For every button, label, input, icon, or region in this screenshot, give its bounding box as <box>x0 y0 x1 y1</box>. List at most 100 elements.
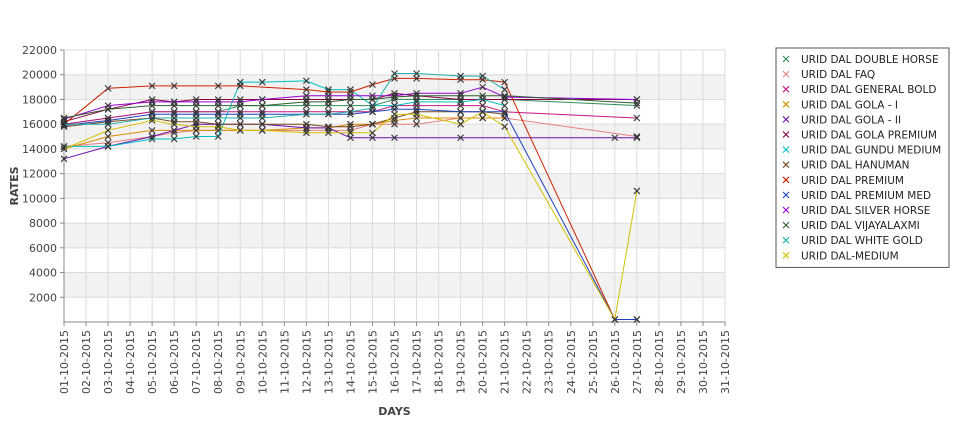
point-marker <box>347 102 354 110</box>
point-marker <box>192 123 200 131</box>
x-tick-label: 28-10-2015 <box>653 330 666 394</box>
point-marker <box>479 108 487 116</box>
point-marker <box>60 145 68 153</box>
point-marker <box>413 98 420 106</box>
point-marker <box>501 86 509 93</box>
point-marker <box>391 117 398 124</box>
point-marker <box>501 123 509 131</box>
point-marker <box>192 133 200 140</box>
point-marker <box>782 70 790 78</box>
point-marker <box>369 102 376 110</box>
point-marker <box>479 102 487 110</box>
point-marker <box>633 133 641 140</box>
point-marker <box>413 120 420 128</box>
series-12 <box>60 92 641 122</box>
x-tick-label: 25-10-2015 <box>587 330 600 394</box>
point-marker <box>369 134 376 142</box>
y-tick-label: 22000 <box>22 44 57 57</box>
y-tick-label: 2000 <box>29 291 57 304</box>
point-marker <box>258 102 266 110</box>
legend-item: URID DAL SILVER HORSE <box>782 205 930 217</box>
point-marker <box>148 102 156 110</box>
point-marker <box>148 133 156 140</box>
point-marker <box>479 83 487 91</box>
point-marker <box>782 206 790 214</box>
point-marker <box>611 134 619 142</box>
point-marker <box>369 96 376 103</box>
point-marker <box>347 129 354 137</box>
series-lines <box>60 70 641 323</box>
series-line <box>63 105 637 125</box>
point-marker <box>347 108 354 116</box>
point-marker <box>104 126 112 134</box>
point-marker <box>391 134 398 142</box>
point-marker <box>479 72 487 80</box>
point-marker <box>501 110 509 118</box>
x-tick-label: 08-10-2015 <box>212 330 225 394</box>
legend-label: URID DAL DOUBLE HORSE <box>801 54 939 66</box>
point-marker <box>782 85 790 93</box>
point-marker <box>60 143 68 150</box>
point-marker <box>457 108 464 116</box>
point-marker <box>236 102 244 110</box>
y-tick-label: 6000 <box>29 242 57 255</box>
point-marker <box>258 78 266 86</box>
x-tick-label: 02-10-2015 <box>80 330 93 394</box>
legend-item: URID DAL GENERAL BOLD <box>782 84 937 96</box>
legend-label: URID DAL WHITE GOLD <box>801 235 923 247</box>
point-marker <box>325 129 332 137</box>
y-tick-label: 16000 <box>22 118 57 131</box>
legend-label: URID DAL-MEDIUM <box>801 250 899 262</box>
point-marker <box>633 102 641 110</box>
legend-label: URID DAL PREMIUM <box>801 175 904 187</box>
legend-item: URID DAL DOUBLE HORSE <box>782 54 939 66</box>
x-tick-label: 10-10-2015 <box>256 330 269 394</box>
point-marker <box>214 133 222 140</box>
point-marker <box>413 70 420 77</box>
point-marker <box>369 104 376 112</box>
point-marker <box>413 105 420 113</box>
point-marker <box>782 221 790 229</box>
point-marker <box>391 110 398 118</box>
point-marker <box>782 191 790 199</box>
point-marker <box>369 120 376 128</box>
point-marker <box>148 135 156 143</box>
point-marker <box>457 98 464 106</box>
point-marker <box>501 92 509 100</box>
point-marker <box>302 77 310 85</box>
legend-item: URID DAL-MEDIUM <box>782 250 899 262</box>
point-marker <box>104 120 112 128</box>
point-marker <box>258 126 266 134</box>
legend-label: URID DAL PREMIUM MED <box>801 190 931 202</box>
series-line <box>63 123 637 160</box>
point-marker <box>258 120 266 128</box>
point-marker <box>369 81 376 89</box>
point-marker <box>369 129 376 137</box>
point-marker <box>104 84 112 92</box>
legend-box <box>775 47 950 268</box>
point-marker <box>782 161 790 169</box>
point-marker <box>457 114 464 122</box>
point-marker <box>170 82 178 90</box>
point-marker <box>782 55 790 63</box>
point-marker <box>501 108 509 116</box>
legend-item: URID DAL FAQ <box>782 69 875 81</box>
legend: URID DAL DOUBLE HORSE URID DAL FAQ URID DA… <box>775 47 950 268</box>
series-14 <box>60 108 641 323</box>
point-marker <box>192 102 200 110</box>
point-marker <box>782 116 790 123</box>
legend-label: URID DAL FAQ <box>801 69 875 81</box>
point-marker <box>501 102 509 110</box>
point-marker <box>325 123 332 131</box>
series-line <box>63 86 637 120</box>
legend-item: URID DAL GOLA - II <box>782 114 901 126</box>
point-marker <box>302 86 310 93</box>
point-marker <box>214 102 222 110</box>
x-tick-label: 03-10-2015 <box>102 330 115 394</box>
point-marker <box>413 89 420 97</box>
point-marker <box>170 135 178 143</box>
x-tick-label: 15-10-2015 <box>366 330 379 394</box>
x-tick-label: 26-10-2015 <box>609 330 622 394</box>
point-marker <box>60 120 68 128</box>
